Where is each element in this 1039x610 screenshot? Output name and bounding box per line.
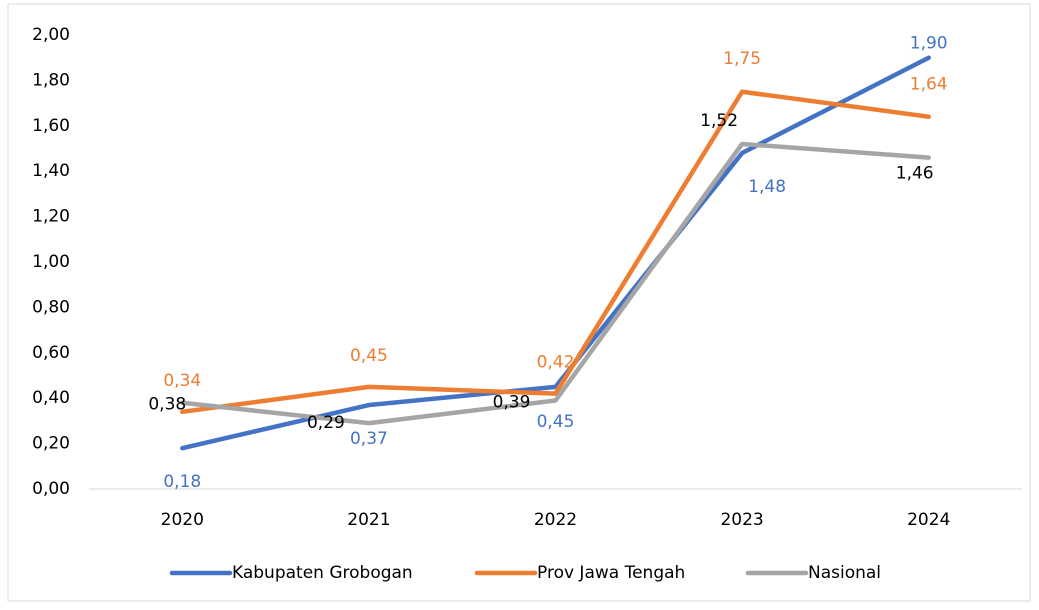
x-tick-label: 2021 xyxy=(347,510,390,530)
data-label: 0,18 xyxy=(163,472,201,492)
chart-frame xyxy=(7,3,1031,602)
y-tick-label: 0,60 xyxy=(32,343,70,363)
data-label: 1,90 xyxy=(910,34,948,54)
data-label: 1,75 xyxy=(723,49,761,69)
data-label: 0,39 xyxy=(493,392,531,412)
data-label: 1,46 xyxy=(896,164,934,184)
y-tick-label: 0,20 xyxy=(32,434,70,454)
x-tick-label: 2022 xyxy=(534,510,577,530)
data-label: 0,38 xyxy=(148,395,186,415)
data-label: 0,45 xyxy=(350,346,388,366)
y-tick-label: 1,20 xyxy=(32,207,70,227)
line-series xyxy=(180,55,931,451)
data-label: 1,48 xyxy=(748,177,786,197)
data-label: 1,52 xyxy=(700,111,738,131)
legend-label: Nasional xyxy=(808,563,881,583)
y-tick-label: 0,80 xyxy=(32,297,70,317)
data-label: 0,42 xyxy=(537,353,575,373)
x-tick-label: 2024 xyxy=(907,510,950,530)
data-label: 0,34 xyxy=(163,371,201,391)
y-tick-label: 2,00 xyxy=(32,25,70,45)
x-tick-label: 2023 xyxy=(720,510,763,530)
y-tick-label: 1,80 xyxy=(32,70,70,90)
x-tick-label: 2020 xyxy=(161,510,204,530)
y-tick-label: 0,00 xyxy=(32,479,70,499)
data-label: 0,45 xyxy=(537,412,575,432)
legend-label: Kabupaten Grobogan xyxy=(232,563,413,583)
y-tick-label: 1,40 xyxy=(32,161,70,181)
data-label: 1,64 xyxy=(910,75,948,95)
legend-label: Prov Jawa Tengah xyxy=(537,563,685,583)
y-tick-label: 1,00 xyxy=(32,252,70,272)
data-label: 0,29 xyxy=(307,413,345,433)
y-tick-label: 0,40 xyxy=(32,388,70,408)
data-label: 0,37 xyxy=(350,429,388,449)
line-series xyxy=(180,89,931,415)
line-series xyxy=(180,141,931,426)
y-tick-label: 1,60 xyxy=(32,116,70,136)
